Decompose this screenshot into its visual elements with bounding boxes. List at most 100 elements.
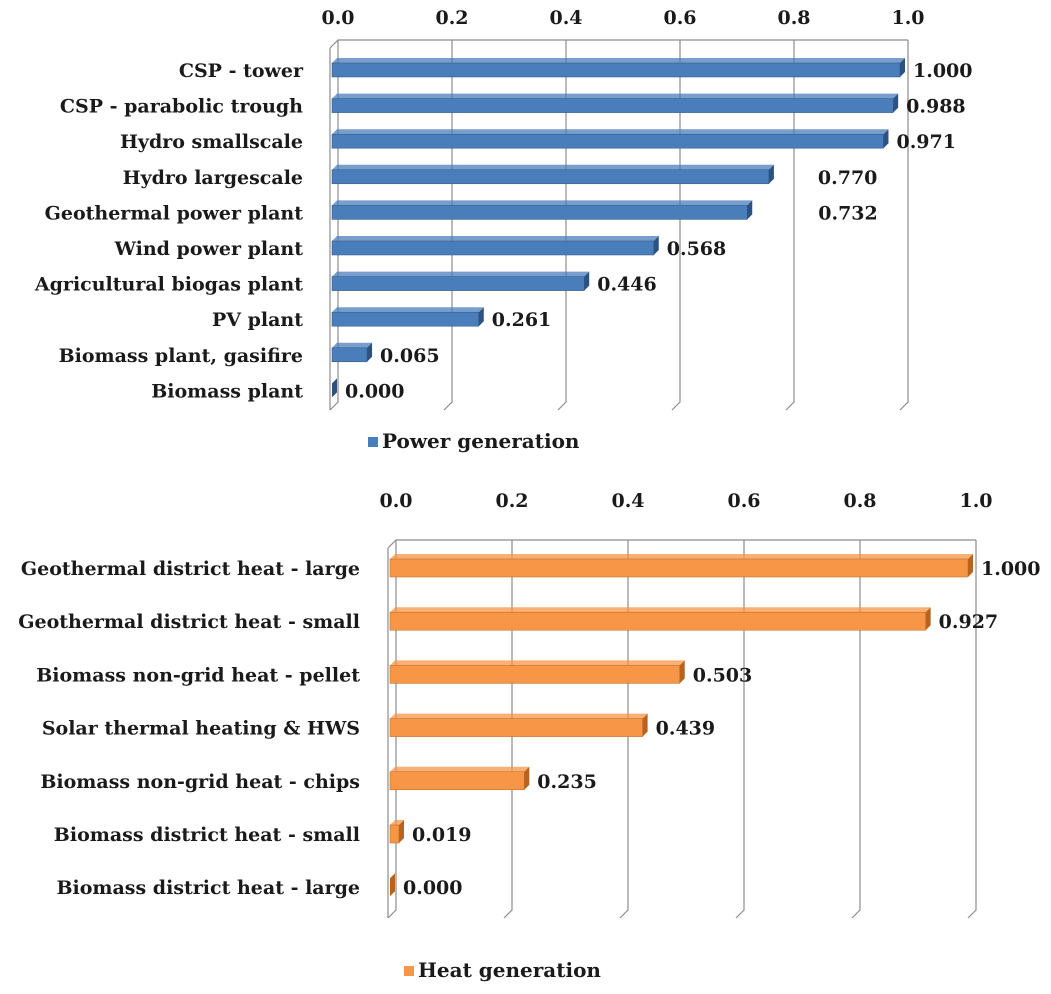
chart-0-legend-label: Power generation xyxy=(382,429,580,453)
chart-1-bar-top xyxy=(390,607,931,613)
chart-0-bar xyxy=(331,169,770,185)
chart-1-x-tick-label: 0.8 xyxy=(843,490,876,512)
chart-0-gridline xyxy=(443,40,453,411)
chart-1-data-label: 1.000 xyxy=(981,558,1041,580)
chart-0-bar xyxy=(331,276,585,291)
chart-0-data-label: 0.000 xyxy=(345,380,405,402)
chart-1-bar xyxy=(389,824,400,844)
chart-0-bar-end xyxy=(747,200,753,220)
chart-0-bar-end xyxy=(653,236,659,255)
chart-1-bar-end xyxy=(642,713,648,737)
chart-1-x-tick-label: 0.2 xyxy=(495,490,528,512)
chart-0-gridline xyxy=(671,40,681,411)
chart-0-x-tick-label: 0.6 xyxy=(663,7,696,29)
chart-0-gridline xyxy=(899,40,909,411)
chart-0-bar-end xyxy=(584,271,590,291)
chart-0-data-label: 0.988 xyxy=(906,96,966,118)
chart-0-bar-top xyxy=(332,164,774,170)
chart-0-gridline xyxy=(329,40,339,411)
chart-0-bar-top xyxy=(332,129,889,135)
chart-0-category-label: Biomass plant, gasifire xyxy=(59,345,303,367)
chart-0-x-tick-label: 0.4 xyxy=(549,7,582,29)
chart-1-category-label: Solar thermal heating & HWS xyxy=(42,718,360,740)
chart-0-category-label: PV plant xyxy=(212,309,303,331)
chart-0-bar-end xyxy=(883,129,889,149)
chart-0-bar-top xyxy=(332,236,659,241)
chart-1-bar xyxy=(389,611,926,631)
chart-1-bar-end xyxy=(390,873,395,897)
chart-0-bar xyxy=(331,347,368,363)
chart-0-bar-top xyxy=(332,93,899,99)
chart-1-bar-end xyxy=(399,820,405,843)
chart-0-legend-swatch xyxy=(368,437,378,447)
chart-0-bar xyxy=(331,133,884,149)
chart-0-category-label: Wind power plant xyxy=(114,238,304,260)
chart-0-bar-top xyxy=(332,200,753,206)
chart-1-bar-top xyxy=(390,660,685,666)
chart-1-bar xyxy=(389,771,525,791)
chart-0-bar xyxy=(331,62,901,78)
chart-0-category-label: CSP - parabolic trough xyxy=(60,96,303,118)
chart-0-data-label: 1.000 xyxy=(913,60,973,82)
chart-1-x-tick-label: 1.0 xyxy=(959,490,992,512)
chart-1-bar-end xyxy=(925,607,931,631)
chart-1-category-label: Biomass non-grid heat - pellet xyxy=(36,664,360,686)
chart-0-x-tick-label: 0.8 xyxy=(777,7,810,29)
chart-0-data-label: 0.568 xyxy=(667,238,727,260)
chart-1-bar-end xyxy=(968,554,973,577)
chart-1-bar-top xyxy=(390,554,973,559)
chart-1-bar-top xyxy=(390,766,530,772)
chart-1-legend-label: Heat generation xyxy=(418,958,601,982)
chart-1-x-tick-label: 0.0 xyxy=(379,490,412,512)
chart-1-category-label: Geothermal district heat - large xyxy=(21,558,360,580)
chart-0-x-tick-label: 0.0 xyxy=(321,7,354,29)
chart-1-top-wall xyxy=(387,539,976,549)
chart-0-category-label: CSP - tower xyxy=(179,60,304,82)
chart-0-gridline xyxy=(557,40,567,411)
chart-1-gridline xyxy=(967,540,977,919)
chart-0-bar xyxy=(331,205,748,220)
chart-1-data-label: 0.000 xyxy=(403,877,463,899)
chart-0-bar-top xyxy=(332,342,373,348)
chart-0-x-tick-label: 0.2 xyxy=(435,7,468,29)
chart-0-data-label: 0.971 xyxy=(896,131,956,153)
chart-0-category-label: Geothermal power plant xyxy=(45,202,304,224)
chart-1-bar-top xyxy=(390,713,648,719)
chart-1-bar-top xyxy=(390,820,405,825)
chart-0-bar-top xyxy=(332,58,905,63)
chart-0-data-label: 0.770 xyxy=(818,167,878,189)
chart-1-bar xyxy=(389,558,969,578)
chart-0-bar-end xyxy=(900,58,905,77)
chart-1-bar-end xyxy=(524,766,530,790)
chart-1-category-label: Biomass non-grid heat - chips xyxy=(40,771,360,793)
chart-0-bar xyxy=(331,240,655,256)
chart-0-x-tick-label: 1.0 xyxy=(891,7,924,29)
chart-1-data-label: 0.927 xyxy=(939,611,999,633)
chart-1-data-label: 0.235 xyxy=(537,771,597,793)
chart-1-bar xyxy=(389,665,680,684)
chart-0-bar xyxy=(331,311,480,327)
chart-1-category-label: Geothermal district heat - small xyxy=(18,611,360,633)
chart-1-gridline xyxy=(851,540,861,919)
chart-1-category-label: Biomass district heat - small xyxy=(54,824,360,846)
chart-0-bar-end xyxy=(332,378,337,398)
chart-1-legend-swatch xyxy=(404,966,414,976)
chart-0-category-label: Agricultural biogas plant xyxy=(34,274,303,296)
chart-0-gridline xyxy=(785,40,795,411)
chart-0-bar-end xyxy=(478,307,484,327)
chart-1-data-label: 0.439 xyxy=(656,718,716,740)
chart-1-bar-end xyxy=(679,660,685,684)
chart-0-data-label: 0.446 xyxy=(597,274,657,296)
chart-1-x-tick-label: 0.4 xyxy=(611,490,644,512)
chart-1-category-label: Biomass district heat - large xyxy=(56,877,360,899)
chart-1-gridline xyxy=(735,540,745,919)
chart-0-category-label: Biomass plant xyxy=(151,380,303,402)
chart-0-bar-top xyxy=(332,307,484,313)
chart-0-bar-end xyxy=(768,164,774,184)
chart-0-top-wall xyxy=(329,39,908,49)
chart-0-category-label: Hydro smallscale xyxy=(120,131,303,153)
chart-0-bar-top xyxy=(332,271,590,277)
chart-0-bar-end xyxy=(893,93,899,113)
